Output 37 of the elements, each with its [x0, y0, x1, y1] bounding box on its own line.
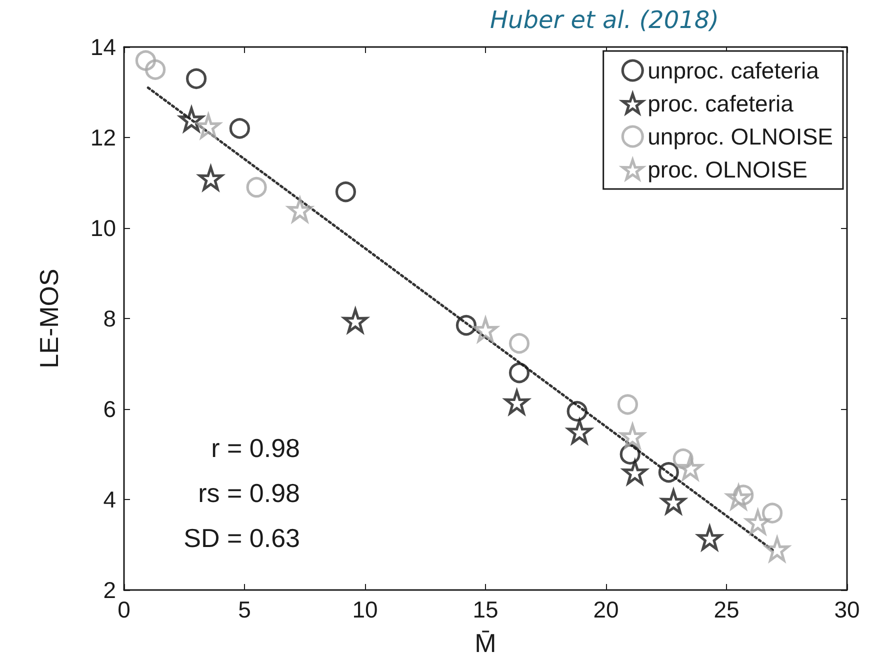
y-axis-title: LE-MOS [34, 268, 64, 368]
point [617, 394, 638, 415]
y-tick-label: 6 [103, 396, 116, 422]
y-tick-label: 12 [90, 124, 116, 150]
legend-label: proc. cafeteria [648, 90, 794, 116]
annotation: SD = 0.63 [184, 523, 300, 553]
point [229, 118, 250, 139]
x-tick-label: 25 [714, 596, 740, 622]
point [566, 400, 588, 422]
point [246, 176, 267, 198]
y-tick-label: 2 [103, 577, 116, 603]
point [508, 333, 530, 354]
x-axis-title: M̄ [474, 628, 496, 658]
y-tick-label: 4 [103, 486, 116, 512]
x-tick-label: 10 [352, 596, 378, 622]
point [145, 59, 166, 80]
point [186, 68, 207, 89]
x-tick-label: 20 [593, 596, 619, 622]
chart-title: Huber et al. (2018) [490, 6, 719, 34]
y-tick-label: 8 [103, 306, 116, 332]
point [335, 182, 356, 202]
annotation: r = 0.98 [211, 433, 300, 463]
y-tick-label: 10 [90, 215, 116, 241]
x-tick-label: 0 [118, 596, 130, 622]
legend-label: proc. OLNOISE [648, 156, 808, 182]
annotation: rs = 0.98 [198, 478, 300, 508]
x-tick-label: 15 [472, 596, 498, 622]
point [456, 314, 477, 336]
point [762, 502, 783, 524]
legend-label: unproc. cafeteria [648, 58, 820, 84]
legend-label: unproc. OLNOISE [648, 124, 833, 150]
x-tick-label: 5 [238, 596, 251, 622]
y-tick-label: 14 [90, 34, 116, 60]
x-tick-label: 30 [834, 596, 860, 622]
point [658, 462, 679, 483]
point [135, 50, 156, 71]
point [508, 362, 530, 384]
